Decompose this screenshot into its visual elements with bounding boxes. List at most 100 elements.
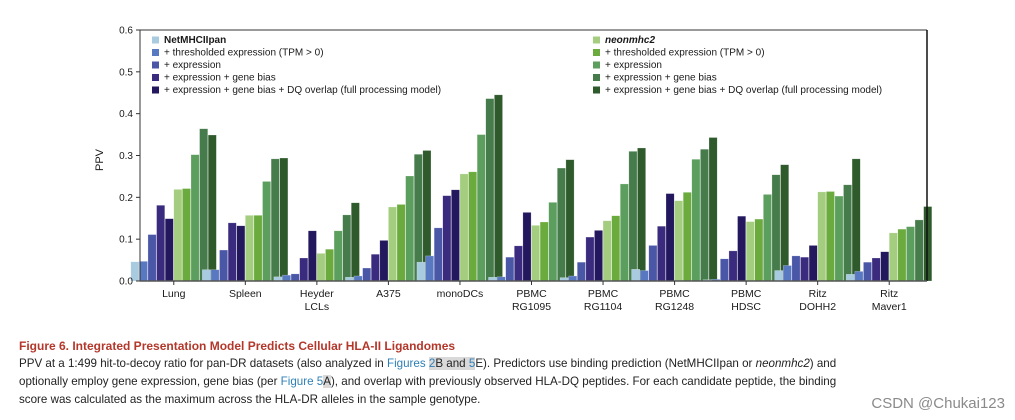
bar [282,274,291,282]
bar [325,248,334,282]
x-tick-label: Spleen [229,288,262,300]
bar [863,261,872,282]
bar [362,267,372,282]
legend-item: + thresholded expression (TPM > 0) [152,48,324,59]
bar [173,189,183,282]
link-text[interactable]: 2 [428,357,436,370]
bar [602,220,612,282]
bar [631,269,641,282]
legend-label: + expression + gene bias + DQ overlap (f… [605,85,882,96]
legend-swatch [152,74,159,81]
caption-text: ), and overlap with previously observed … [330,375,837,388]
figure-5a-link[interactable]: Figure 5 [280,375,324,388]
figures-2b-5e-link[interactable]: Figures 2B and 5 [386,357,476,370]
bar [897,228,907,282]
legend-label: + expression + gene bias + DQ overlap (f… [164,85,441,96]
bar [737,215,746,282]
bar [442,195,452,282]
x-tick-label: PBMC RG1248 [655,288,694,313]
legend-swatch [152,86,159,94]
bar [190,154,200,282]
caption-text: PPV at a 1:499 hit-to-decoy ratio for pa… [19,357,387,370]
legend-label: + expression [605,60,662,71]
y-tick-label: 0.2 [119,193,133,204]
bar [342,214,352,282]
legend-label: neonmhc2 [605,35,655,46]
bar [353,275,363,282]
link-text[interactable]: Figures [386,357,429,370]
bar [682,192,692,282]
bar [665,193,675,282]
bar [808,245,818,282]
bar [505,256,515,282]
link-text[interactable]: 5 [468,357,476,370]
legend-swatch [152,61,159,69]
bar [425,255,434,282]
legend-label: + expression [164,60,221,71]
bar [708,137,718,282]
legend-item: NetMHCIIpan [152,35,226,46]
bar [531,225,540,282]
legend-label: NetMHCIIpan [164,35,226,46]
bar [637,147,646,282]
caption-line-3: score was calculated as the maximum acro… [19,393,481,406]
bar [290,273,300,282]
bar [763,194,772,282]
y-axis-label: PPV [94,148,106,171]
x-tick-label: monoDCs [437,288,484,300]
bar [871,257,881,282]
bar [388,206,397,282]
y-tick-label: 0.5 [119,67,133,78]
y-tick-label: 0.6 [119,26,133,37]
bar [594,230,603,282]
bar [783,265,792,282]
y-tick-label: 0.0 [119,277,133,288]
legend-item: + expression + gene bias + DQ overlap (f… [152,85,441,96]
bar [396,204,406,282]
x-tick-label: PBMC RG1095 [512,288,551,313]
bar [227,222,237,282]
caption-italic-text: neonmhc2 [755,357,810,370]
bar [914,219,924,282]
x-tick-label: Ritz Maver1 [872,288,907,313]
y-tick-label: 0.3 [119,151,133,162]
y-tick-label: 0.1 [119,235,133,246]
bar [639,270,649,282]
legend-item: neonmhc2 [593,35,655,46]
bar [210,269,220,282]
bar [817,191,827,282]
bar [333,230,343,282]
bar [611,215,621,282]
bar [245,215,254,282]
bar [691,159,701,282]
legend-label: + thresholded expression (TPM > 0) [605,48,765,59]
bar [657,225,666,282]
bar [620,183,629,282]
legend-swatch [152,49,159,56]
legend-swatch [593,49,600,56]
bar [780,164,789,282]
bar [674,200,684,282]
bar [514,245,523,282]
bar [236,225,246,282]
bar [826,191,835,282]
figure-caption: Figure 6. Integrated Presentation Model … [19,337,1009,409]
legend-swatch [593,36,600,44]
bar [648,245,658,282]
bar [485,98,495,282]
legend-swatch [152,36,159,44]
bar [548,202,558,282]
legend-item: + thresholded expression (TPM > 0) [593,48,765,59]
bar [771,174,781,282]
bar [416,261,426,282]
bar [199,128,209,282]
bar [754,218,764,282]
bar [906,226,915,282]
bar [139,261,148,282]
bar [202,269,211,282]
x-tick-label: Ritz DOHH2 [799,288,836,313]
bar [147,234,157,282]
legend-label: + expression + gene bias [164,73,276,84]
legend-swatch [593,61,600,69]
caption-text: E). Predictors use binding prediction (N… [475,357,756,370]
